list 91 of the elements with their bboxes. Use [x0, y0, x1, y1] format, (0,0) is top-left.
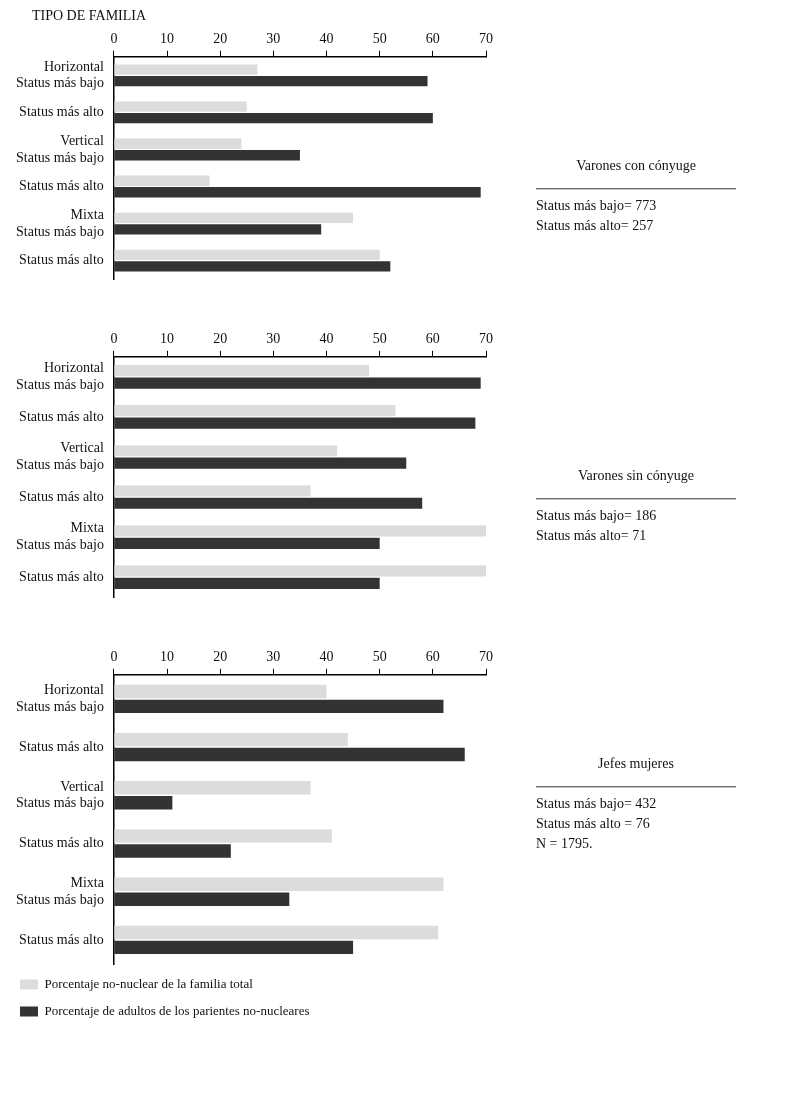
- bar: [114, 187, 481, 198]
- y-tick-label: Status más alto: [19, 104, 104, 120]
- bar: [114, 796, 173, 810]
- y-tick-label: Status más alto: [19, 252, 104, 268]
- bar: [114, 405, 396, 417]
- x-tick-label: 70: [479, 331, 493, 347]
- y-axis-title: TIPO DE FAMILIA: [32, 8, 147, 24]
- y-tick-label: Mixta Status más bajo: [15, 874, 105, 907]
- bar: [114, 150, 300, 161]
- text: Status más bajo= 773: [536, 198, 657, 214]
- bar: [114, 112, 433, 124]
- x-tick-label: 10: [160, 649, 175, 665]
- y-tick-label: Vertical Status más bajo: [15, 132, 104, 165]
- x-tick-label: 0: [110, 31, 118, 47]
- bar: [114, 75, 428, 87]
- y-tick-label: Horizontal Status más bajo: [15, 58, 104, 91]
- legend-label: Porcentaje de adultos de los parientes no-nucleares: [44, 1002, 310, 1018]
- bar: [114, 829, 332, 843]
- y-tick-label: Status más alto: [19, 568, 104, 584]
- bar: [114, 457, 407, 469]
- y-tick-label: Horizontal Status más bajo: [15, 360, 104, 392]
- x-tick-label: 0: [110, 331, 118, 347]
- bar: [114, 377, 481, 389]
- x-tick-label: 50: [372, 649, 387, 665]
- bar: [114, 732, 348, 747]
- x-tick-label: 40: [319, 331, 334, 347]
- x-tick-label: 50: [372, 331, 387, 347]
- x-tick-label: 0: [110, 649, 118, 665]
- y-tick-label: Horizontal Status más bajo: [15, 682, 104, 714]
- y-tick-label: Mixta Status más bajo: [15, 520, 105, 553]
- bar: [114, 417, 476, 429]
- x-tick-label: 30: [266, 31, 281, 47]
- bar: [114, 699, 444, 714]
- text: Varones sin cónyuge: [578, 468, 694, 484]
- x-tick-label: 60: [425, 649, 440, 665]
- x-tick-label: 30: [266, 649, 281, 665]
- bar: [114, 684, 327, 699]
- x-tick-label: 20: [213, 331, 228, 347]
- text: Jefes mujeres: [598, 756, 674, 772]
- x-tick-label: 20: [213, 31, 228, 47]
- text: Status más alto= 71: [536, 528, 647, 544]
- x-tick-label: 70: [479, 31, 493, 47]
- x-tick-label: 40: [319, 649, 334, 665]
- bar: [114, 565, 486, 577]
- bar: [114, 64, 258, 75]
- y-tick-label: Status más alto: [19, 408, 104, 424]
- bar: [114, 537, 380, 549]
- bar: [114, 445, 338, 457]
- x-tick-label: 10: [160, 31, 175, 47]
- bar: [114, 525, 486, 537]
- bar: [114, 138, 242, 149]
- x-tick-label: 60: [425, 331, 440, 347]
- bar: [114, 261, 391, 272]
- y-tick-label: Mixta Status más bajo: [15, 206, 105, 239]
- x-tick-label: 70: [479, 649, 493, 665]
- x-tick-label: 50: [372, 31, 387, 47]
- bar: [114, 497, 423, 509]
- x-tick-label: 40: [319, 31, 334, 47]
- text: N = 1795.: [536, 836, 593, 852]
- bar: [114, 781, 311, 795]
- x-tick-label: 10: [160, 331, 175, 347]
- bar: [114, 365, 370, 377]
- text: Status más alto= 257: [536, 218, 654, 234]
- y-tick-label: Status más alto: [19, 835, 104, 851]
- bar: [114, 212, 354, 224]
- bar: [114, 844, 231, 858]
- text: Varones con cónyuge: [576, 158, 696, 174]
- y-tick-label: Status más alto: [19, 931, 104, 947]
- y-tick-label: Vertical Status más bajo: [15, 440, 104, 473]
- y-tick-label: Vertical Status más bajo: [15, 778, 104, 811]
- bar: [114, 940, 354, 955]
- bar: [114, 224, 322, 235]
- text: Status más alto = 76: [536, 816, 650, 832]
- x-tick-label: 20: [213, 649, 228, 665]
- bar: [114, 877, 444, 891]
- bar: [114, 101, 247, 112]
- bar: [114, 892, 290, 906]
- y-tick-label: Status más alto: [19, 738, 104, 754]
- x-tick-label: 30: [266, 331, 281, 347]
- text: Status más bajo= 432: [536, 796, 657, 812]
- bar: [114, 249, 380, 261]
- y-tick-label: Status más alto: [19, 488, 104, 504]
- y-tick-label: Status más alto: [19, 178, 104, 194]
- text: Status más bajo= 186: [536, 508, 657, 524]
- x-tick-label: 60: [425, 31, 440, 47]
- bar: [114, 485, 311, 497]
- bar: [114, 175, 210, 186]
- bar: [114, 577, 380, 589]
- bar: [114, 747, 465, 762]
- legend-label: Porcentaje no-nuclear de la familia total: [44, 975, 254, 991]
- bar: [114, 925, 439, 940]
